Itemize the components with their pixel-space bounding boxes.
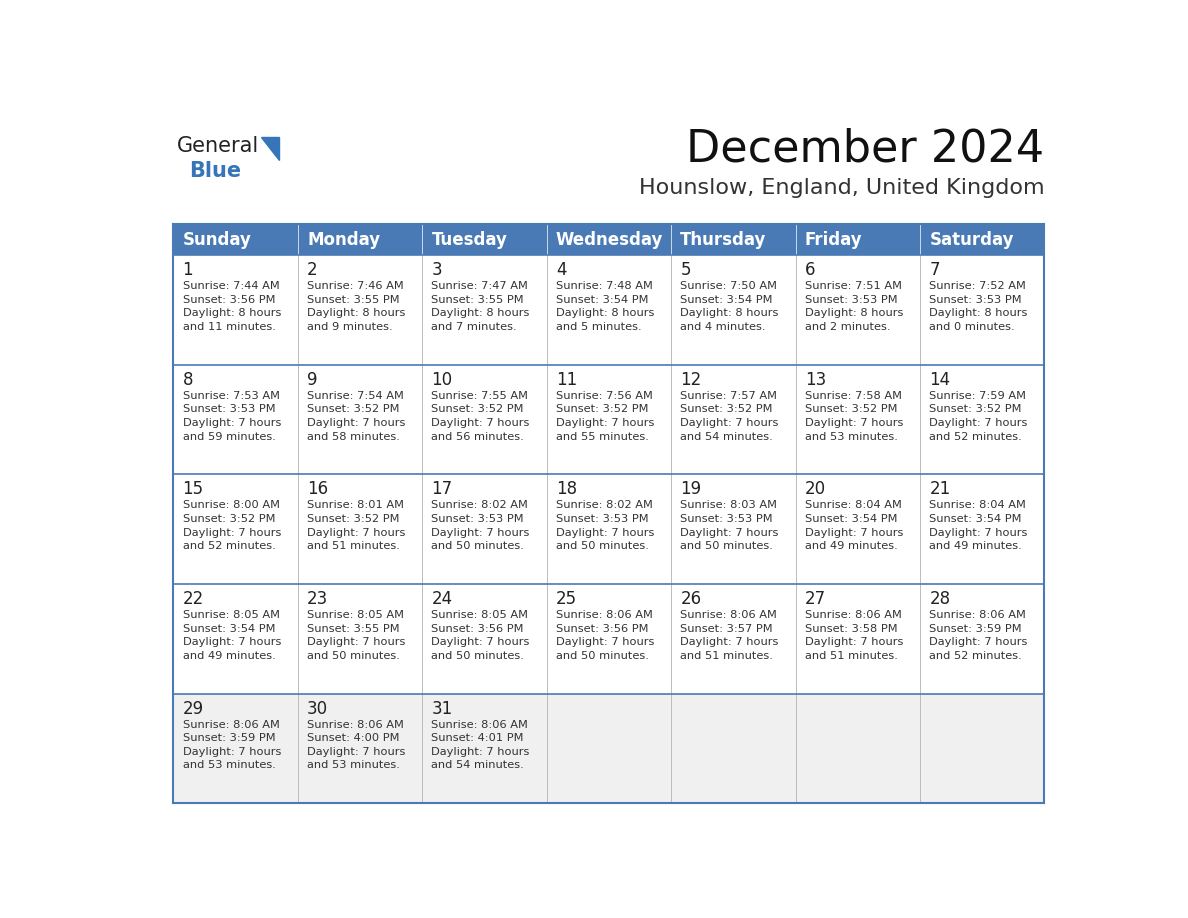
Text: 1: 1 (183, 261, 194, 279)
Text: 13: 13 (804, 371, 826, 388)
Text: Sunrise: 7:51 AM
Sunset: 3:53 PM
Daylight: 8 hours
and 2 minutes.: Sunrise: 7:51 AM Sunset: 3:53 PM Dayligh… (804, 281, 903, 332)
Bar (173, 693, 1044, 803)
Text: Sunrise: 8:05 AM
Sunset: 3:55 PM
Daylight: 7 hours
and 50 minutes.: Sunrise: 8:05 AM Sunset: 3:55 PM Dayligh… (307, 610, 405, 661)
Text: 6: 6 (804, 261, 815, 279)
Text: Sunrise: 8:02 AM
Sunset: 3:53 PM
Daylight: 7 hours
and 50 minutes.: Sunrise: 8:02 AM Sunset: 3:53 PM Dayligh… (556, 500, 655, 551)
Text: 18: 18 (556, 480, 577, 498)
Text: 16: 16 (307, 480, 328, 498)
Text: 28: 28 (929, 590, 950, 608)
Text: Sunrise: 7:59 AM
Sunset: 3:52 PM
Daylight: 7 hours
and 52 minutes.: Sunrise: 7:59 AM Sunset: 3:52 PM Dayligh… (929, 391, 1028, 442)
Bar (298, 224, 422, 255)
Text: 2: 2 (307, 261, 317, 279)
Text: Thursday: Thursday (681, 230, 766, 249)
Bar (422, 224, 546, 255)
Text: Sunrise: 7:47 AM
Sunset: 3:55 PM
Daylight: 8 hours
and 7 minutes.: Sunrise: 7:47 AM Sunset: 3:55 PM Dayligh… (431, 281, 530, 332)
Text: Sunrise: 8:06 AM
Sunset: 3:57 PM
Daylight: 7 hours
and 51 minutes.: Sunrise: 8:06 AM Sunset: 3:57 PM Dayligh… (681, 610, 779, 661)
Text: Sunrise: 8:06 AM
Sunset: 3:59 PM
Daylight: 7 hours
and 53 minutes.: Sunrise: 8:06 AM Sunset: 3:59 PM Dayligh… (183, 720, 282, 770)
Text: 24: 24 (431, 590, 453, 608)
Text: Sunrise: 8:03 AM
Sunset: 3:53 PM
Daylight: 7 hours
and 50 minutes.: Sunrise: 8:03 AM Sunset: 3:53 PM Dayligh… (681, 500, 779, 551)
Bar (173, 364, 1044, 475)
Bar (920, 224, 1044, 255)
Text: 4: 4 (556, 261, 567, 279)
Text: Sunrise: 7:56 AM
Sunset: 3:52 PM
Daylight: 7 hours
and 55 minutes.: Sunrise: 7:56 AM Sunset: 3:52 PM Dayligh… (556, 391, 655, 442)
Text: 14: 14 (929, 371, 950, 388)
Text: Sunrise: 8:04 AM
Sunset: 3:54 PM
Daylight: 7 hours
and 49 minutes.: Sunrise: 8:04 AM Sunset: 3:54 PM Dayligh… (929, 500, 1028, 551)
Text: Sunrise: 7:44 AM
Sunset: 3:56 PM
Daylight: 8 hours
and 11 minutes.: Sunrise: 7:44 AM Sunset: 3:56 PM Dayligh… (183, 281, 282, 332)
Text: Sunrise: 8:06 AM
Sunset: 4:00 PM
Daylight: 7 hours
and 53 minutes.: Sunrise: 8:06 AM Sunset: 4:00 PM Dayligh… (307, 720, 405, 770)
Text: 11: 11 (556, 371, 577, 388)
Text: 12: 12 (681, 371, 702, 388)
Bar (173, 255, 1044, 364)
Text: 5: 5 (681, 261, 691, 279)
Text: 7: 7 (929, 261, 940, 279)
Bar (173, 584, 1044, 693)
Text: Sunrise: 8:06 AM
Sunset: 4:01 PM
Daylight: 7 hours
and 54 minutes.: Sunrise: 8:06 AM Sunset: 4:01 PM Dayligh… (431, 720, 530, 770)
Bar (173, 475, 1044, 584)
Text: Sunrise: 7:55 AM
Sunset: 3:52 PM
Daylight: 7 hours
and 56 minutes.: Sunrise: 7:55 AM Sunset: 3:52 PM Dayligh… (431, 391, 530, 442)
Text: Wednesday: Wednesday (556, 230, 663, 249)
Text: 9: 9 (307, 371, 317, 388)
Text: 23: 23 (307, 590, 328, 608)
Text: Sunrise: 7:46 AM
Sunset: 3:55 PM
Daylight: 8 hours
and 9 minutes.: Sunrise: 7:46 AM Sunset: 3:55 PM Dayligh… (307, 281, 405, 332)
Text: 25: 25 (556, 590, 577, 608)
Text: 15: 15 (183, 480, 203, 498)
Text: 22: 22 (183, 590, 204, 608)
Text: 26: 26 (681, 590, 701, 608)
Text: General: General (177, 136, 259, 155)
Text: 17: 17 (431, 480, 453, 498)
Text: Monday: Monday (307, 230, 380, 249)
Text: Sunrise: 8:06 AM
Sunset: 3:58 PM
Daylight: 7 hours
and 51 minutes.: Sunrise: 8:06 AM Sunset: 3:58 PM Dayligh… (804, 610, 903, 661)
Text: 20: 20 (804, 480, 826, 498)
Bar (546, 224, 671, 255)
Text: Sunrise: 8:05 AM
Sunset: 3:56 PM
Daylight: 7 hours
and 50 minutes.: Sunrise: 8:05 AM Sunset: 3:56 PM Dayligh… (431, 610, 530, 661)
Text: Sunrise: 7:52 AM
Sunset: 3:53 PM
Daylight: 8 hours
and 0 minutes.: Sunrise: 7:52 AM Sunset: 3:53 PM Dayligh… (929, 281, 1028, 332)
Text: 8: 8 (183, 371, 194, 388)
Text: Sunrise: 7:50 AM
Sunset: 3:54 PM
Daylight: 8 hours
and 4 minutes.: Sunrise: 7:50 AM Sunset: 3:54 PM Dayligh… (681, 281, 779, 332)
Text: Hounslow, England, United Kingdom: Hounslow, England, United Kingdom (639, 178, 1044, 198)
Text: Sunday: Sunday (183, 230, 252, 249)
Text: Sunrise: 8:01 AM
Sunset: 3:52 PM
Daylight: 7 hours
and 51 minutes.: Sunrise: 8:01 AM Sunset: 3:52 PM Dayligh… (307, 500, 405, 551)
Text: 29: 29 (183, 700, 203, 718)
Bar (671, 224, 796, 255)
Text: 27: 27 (804, 590, 826, 608)
Text: 21: 21 (929, 480, 950, 498)
Text: 31: 31 (431, 700, 453, 718)
Text: Sunrise: 8:06 AM
Sunset: 3:59 PM
Daylight: 7 hours
and 52 minutes.: Sunrise: 8:06 AM Sunset: 3:59 PM Dayligh… (929, 610, 1028, 661)
Text: Sunrise: 7:58 AM
Sunset: 3:52 PM
Daylight: 7 hours
and 53 minutes.: Sunrise: 7:58 AM Sunset: 3:52 PM Dayligh… (804, 391, 903, 442)
Polygon shape (261, 137, 279, 161)
Text: Saturday: Saturday (929, 230, 1013, 249)
Text: December 2024: December 2024 (687, 128, 1044, 171)
Text: 3: 3 (431, 261, 442, 279)
Text: Friday: Friday (804, 230, 862, 249)
Bar (173, 224, 298, 255)
Text: Sunrise: 8:04 AM
Sunset: 3:54 PM
Daylight: 7 hours
and 49 minutes.: Sunrise: 8:04 AM Sunset: 3:54 PM Dayligh… (804, 500, 903, 551)
Text: Sunrise: 8:00 AM
Sunset: 3:52 PM
Daylight: 7 hours
and 52 minutes.: Sunrise: 8:00 AM Sunset: 3:52 PM Dayligh… (183, 500, 282, 551)
Bar (796, 224, 920, 255)
Text: 30: 30 (307, 700, 328, 718)
Text: Tuesday: Tuesday (431, 230, 507, 249)
Text: Sunrise: 7:48 AM
Sunset: 3:54 PM
Daylight: 8 hours
and 5 minutes.: Sunrise: 7:48 AM Sunset: 3:54 PM Dayligh… (556, 281, 655, 332)
Text: Sunrise: 8:05 AM
Sunset: 3:54 PM
Daylight: 7 hours
and 49 minutes.: Sunrise: 8:05 AM Sunset: 3:54 PM Dayligh… (183, 610, 282, 661)
Text: Sunrise: 7:53 AM
Sunset: 3:53 PM
Daylight: 7 hours
and 59 minutes.: Sunrise: 7:53 AM Sunset: 3:53 PM Dayligh… (183, 391, 282, 442)
Text: Sunrise: 8:06 AM
Sunset: 3:56 PM
Daylight: 7 hours
and 50 minutes.: Sunrise: 8:06 AM Sunset: 3:56 PM Dayligh… (556, 610, 655, 661)
Text: Sunrise: 8:02 AM
Sunset: 3:53 PM
Daylight: 7 hours
and 50 minutes.: Sunrise: 8:02 AM Sunset: 3:53 PM Dayligh… (431, 500, 530, 551)
Text: Sunrise: 7:54 AM
Sunset: 3:52 PM
Daylight: 7 hours
and 58 minutes.: Sunrise: 7:54 AM Sunset: 3:52 PM Dayligh… (307, 391, 405, 442)
Text: Sunrise: 7:57 AM
Sunset: 3:52 PM
Daylight: 7 hours
and 54 minutes.: Sunrise: 7:57 AM Sunset: 3:52 PM Dayligh… (681, 391, 779, 442)
Text: 10: 10 (431, 371, 453, 388)
Text: Blue: Blue (189, 161, 241, 181)
Text: 19: 19 (681, 480, 701, 498)
